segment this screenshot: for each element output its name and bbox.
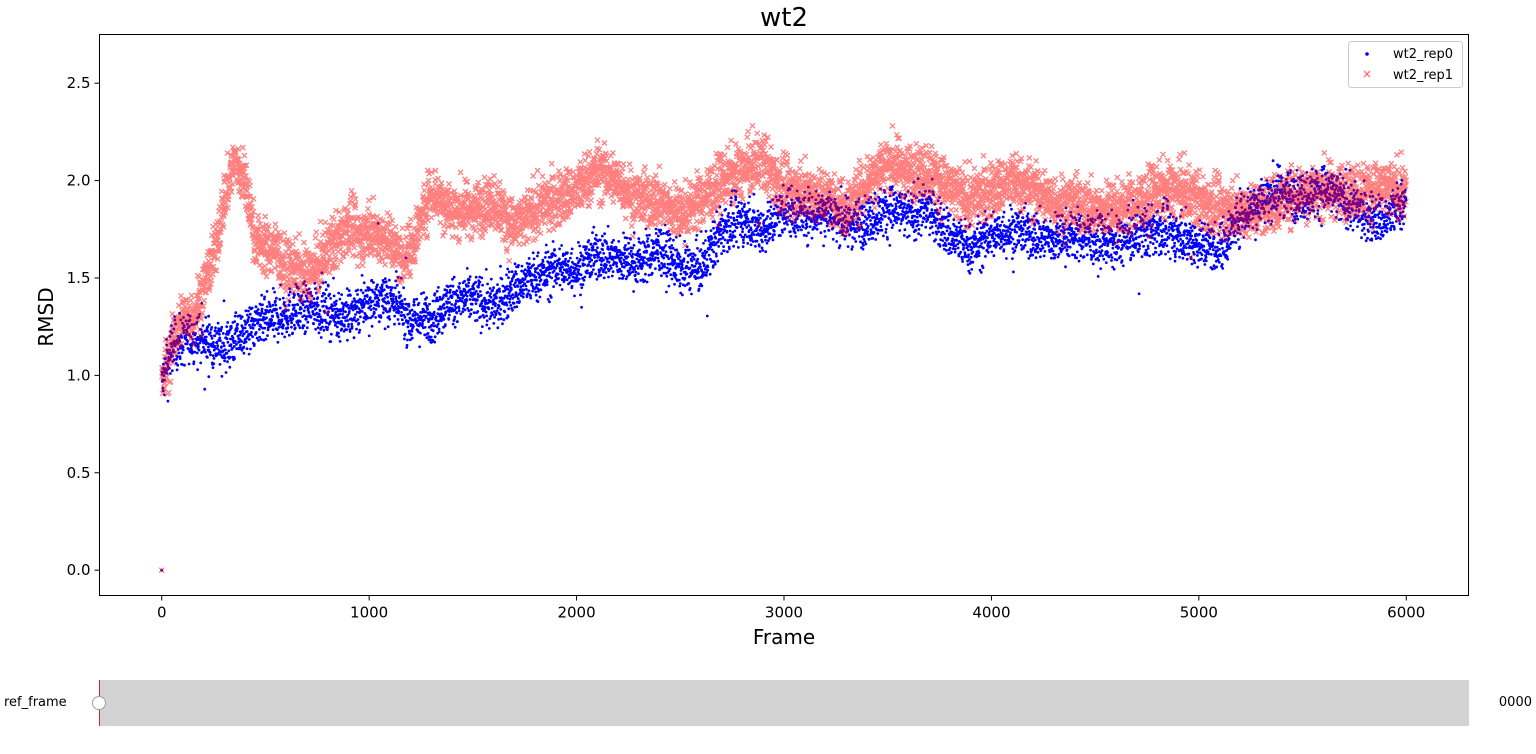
x-tick-label: 5000: [1180, 604, 1218, 622]
x-axis-ticks: 0 1000 2000 3000 4000 5000 6000: [157, 595, 1425, 622]
legend: wt2_rep0 wt2_rep1: [1348, 41, 1463, 88]
x-tick-label: 6000: [1387, 604, 1425, 622]
legend-label-wt2-rep0: wt2_rep0: [1393, 47, 1453, 62]
ref-frame-slider-label: ref_frame: [4, 695, 67, 710]
y-axis-ticks: 0.0 0.5 1.0 1.5 2.0 2.5: [67, 74, 100, 579]
y-tick-label: 2.5: [67, 74, 91, 92]
y-tick-label: 0.0: [67, 561, 91, 579]
x-tick-label: 1000: [350, 604, 388, 622]
legend-box: [1348, 41, 1463, 88]
ref-frame-slider-handle[interactable]: [92, 696, 106, 710]
x-axis-label: Frame: [753, 625, 815, 649]
y-tick-label: 2.0: [67, 172, 91, 190]
x-tick-label: 4000: [972, 604, 1010, 622]
legend-marker-wt2-rep1: [1363, 70, 1371, 78]
series-wt2_rep1: [158, 122, 1410, 574]
legend-marker-wt2-rep0: [1365, 52, 1369, 56]
y-tick-label: 0.5: [67, 464, 91, 482]
ref-frame-slider-track[interactable]: [99, 680, 1469, 726]
y-tick-label: 1.5: [67, 269, 91, 287]
y-tick-label: 1.0: [67, 366, 91, 384]
y-axis-label: RMSD: [34, 287, 58, 346]
legend-label-wt2-rep1: wt2_rep1: [1393, 68, 1453, 83]
x-tick-label: 3000: [765, 604, 803, 622]
ref-frame-slider-value: 0000: [1498, 695, 1532, 710]
points-wt2_rep1: [158, 122, 1410, 574]
chart-title: wt2: [760, 3, 808, 33]
scatter-points: [158, 122, 1410, 574]
x-tick-label: 2000: [557, 604, 595, 622]
x-tick-label: 0: [157, 604, 167, 622]
